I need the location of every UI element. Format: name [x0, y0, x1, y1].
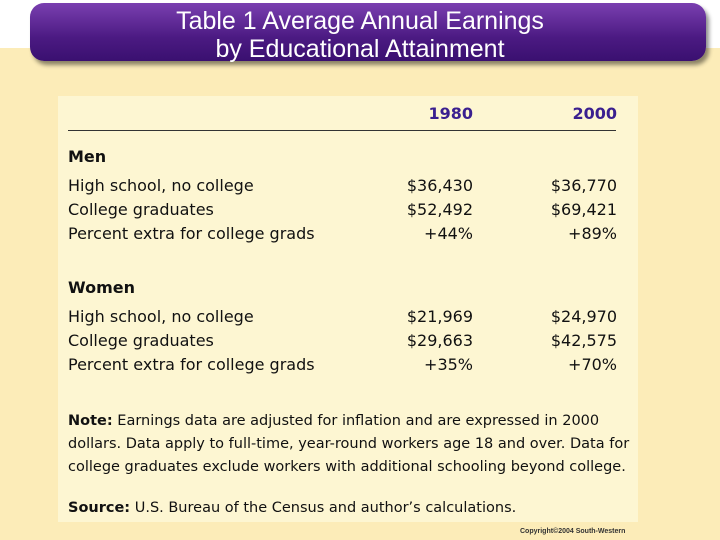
note-text: Earnings data are adjusted for inflation…	[68, 413, 630, 475]
column-header: 2000	[572, 104, 617, 123]
cell-value: $36,770	[550, 176, 617, 195]
cell-value: $24,970	[550, 307, 617, 326]
column-header: 1980	[428, 104, 473, 123]
row-label: High school, no college	[68, 176, 254, 195]
row-label: College graduates	[68, 200, 214, 219]
source: Source: U.S. Bureau of the Census and au…	[68, 497, 638, 520]
cell-value: +35%	[424, 355, 473, 374]
title-line: Table 1 Average Annual Earnings	[176, 7, 544, 35]
section-heading: Women	[68, 278, 135, 297]
cell-value: $52,492	[406, 200, 473, 219]
cell-value: $29,663	[406, 331, 473, 350]
row-label: College graduates	[68, 331, 214, 350]
row-label: Percent extra for college grads	[68, 224, 315, 243]
source-text: U.S. Bureau of the Census and author’s c…	[134, 500, 517, 516]
title-line: by Educational Attainment	[215, 35, 505, 63]
section-heading: Men	[68, 147, 107, 166]
title-banner	[30, 3, 706, 61]
copyright: Copyright©2004 South-Western	[520, 528, 626, 535]
note-label: Note:	[68, 413, 113, 429]
cell-value: +89%	[568, 224, 617, 243]
cell-value: $36,430	[406, 176, 473, 195]
cell-value: $69,421	[550, 200, 617, 219]
row-label: Percent extra for college grads	[68, 355, 315, 374]
cell-value: $21,969	[406, 307, 473, 326]
table-panel	[58, 96, 638, 522]
header-rule	[68, 130, 616, 131]
cell-value: +44%	[424, 224, 473, 243]
source-label: Source:	[68, 500, 131, 516]
cell-value: $42,575	[550, 331, 617, 350]
note: Note: Earnings data are adjusted for inf…	[68, 410, 638, 479]
cell-value: +70%	[568, 355, 617, 374]
row-label: High school, no college	[68, 307, 254, 326]
